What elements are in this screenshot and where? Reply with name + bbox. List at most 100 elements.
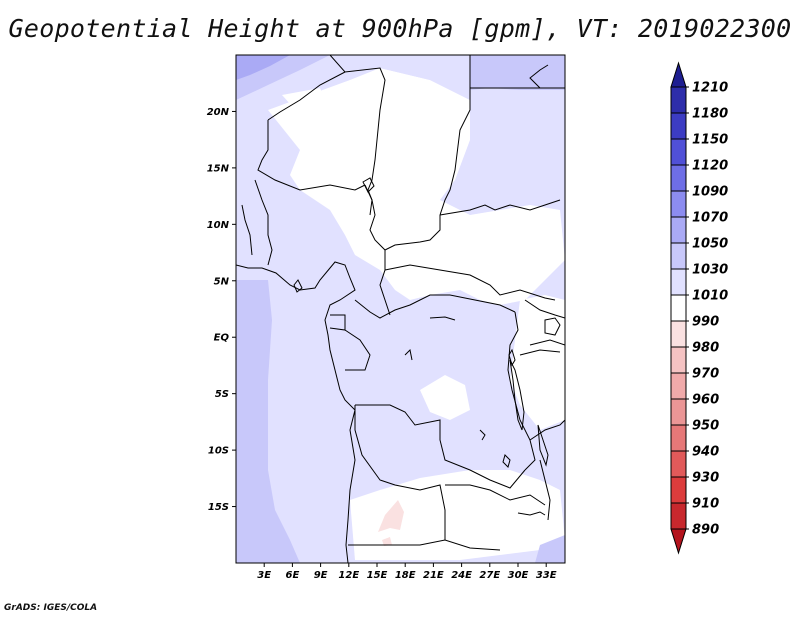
x-tick-label-9: 30E: [508, 570, 529, 581]
colorbar-label-13: 950: [692, 419, 719, 434]
colorbar-segment-7: [670, 268, 687, 296]
lake-congo-2: [404, 348, 413, 361]
y-tick-label-0: 20N: [207, 107, 230, 118]
lake-kivu: [508, 348, 516, 367]
colorbar: 1210 1180 1150 1120 1090 1070 1050 1030 1010 990 9…: [670, 61, 728, 555]
x-tick-label-2: 9E: [314, 570, 328, 581]
x-tick-label-0: 3E: [257, 570, 271, 581]
lakes: [293, 177, 561, 516]
credit: GrADS: IGES/COLA: [4, 603, 98, 613]
colorbar-label-7: 1030: [692, 263, 728, 278]
colorbar-top-arrow: [670, 61, 687, 88]
colorbar-label-1: 1180: [692, 107, 728, 122]
x-tick-label-7: 24E: [451, 570, 472, 581]
border-sahara-3: [267, 71, 346, 121]
map-fill: [236, 55, 565, 563]
field-white-east: [510, 295, 565, 430]
border-tanzania: [529, 419, 565, 441]
colorbar-segment-12: [670, 398, 687, 426]
colorbar-segment-11: [670, 372, 687, 400]
colorbar-label-11: 970: [692, 367, 719, 382]
colorbar-label-12: 960: [692, 393, 719, 408]
border-gabon: [329, 314, 346, 331]
field-white-center: [420, 375, 470, 420]
plot-frame: [235, 54, 566, 564]
colorbar-segment-14: [670, 450, 687, 478]
border-angola: [354, 405, 446, 540]
border-west-small: [254, 179, 273, 266]
colorbar-segment-5: [670, 216, 687, 244]
y-tick-label-5: 5S: [215, 389, 229, 400]
colorbar-label-3: 1120: [692, 159, 728, 174]
colorbar-segment-9: [670, 320, 687, 348]
colorbar-segment-10: [670, 346, 687, 374]
x-tick-label-1: 6E: [286, 570, 300, 581]
colorbar-label-8: 1010: [692, 289, 728, 304]
colorbar-label-10: 980: [692, 341, 719, 356]
field-atlantic: [236, 280, 300, 563]
lake-kariba: [517, 511, 546, 516]
colorbar-segment-6: [670, 242, 687, 270]
field-se-corner: [535, 535, 565, 563]
colorbar-segment-1: [670, 112, 687, 140]
border-drc-north: [354, 294, 516, 319]
colorbar-segment-2: [670, 138, 687, 166]
border-zambia: [445, 484, 546, 506]
border-drc-east: [507, 311, 536, 471]
border-chad: [384, 215, 441, 251]
lake-1: [479, 429, 486, 441]
y-tick-label-2: 10N: [207, 220, 230, 231]
border-car: [384, 264, 556, 301]
y-tick-label-6: 10S: [208, 446, 229, 457]
colorbar-bottom-arrow: [670, 528, 687, 555]
colorbar-label-0: 1210: [692, 81, 728, 96]
colorbar-label-16: 910: [692, 497, 719, 512]
lake-chad: [362, 177, 375, 193]
lake-volta: [293, 279, 303, 293]
border-congo: [344, 329, 371, 371]
chart-title: Geopotential Height at 900hPa [gpm], VT:…: [8, 14, 792, 43]
border-malawi: [539, 459, 551, 521]
y-axis: 20N 15N 10N 5N EQ 5S 10S 15S: [207, 107, 236, 513]
x-tick-label-3: 12E: [338, 570, 359, 581]
x-tick-label-6: 21E: [423, 570, 444, 581]
border-west-small-2: [241, 204, 253, 256]
lake-victoria: [544, 317, 561, 336]
colorbar-segment-15: [670, 476, 687, 504]
colorbar-label-5: 1070: [692, 211, 728, 226]
field-ne-corner: [470, 55, 565, 90]
lake-congo-1: [429, 316, 456, 321]
x-tick-label-4: 15E: [367, 570, 388, 581]
colorbar-segment-8: [670, 294, 687, 322]
field-blue-sahara: [380, 60, 470, 100]
border-drc-south: [355, 404, 526, 489]
border-sudan: [439, 199, 561, 216]
y-tick-label-4: EQ: [214, 333, 230, 344]
field-white-upper: [282, 88, 330, 115]
border-sahara-2: [439, 55, 471, 216]
colorbar-label-15: 930: [692, 471, 719, 486]
field-white-north: [268, 68, 565, 305]
field-pink-patch: [378, 500, 404, 532]
colorbar-label-6: 1050: [692, 237, 728, 252]
y-tick-label-7: 15S: [208, 502, 229, 513]
field-pink-patch-small: [382, 537, 392, 546]
y-tick-label-1: 15N: [207, 163, 230, 174]
colorbar-segment-4: [670, 190, 687, 218]
border-mali: [257, 120, 366, 191]
border-east-2: [529, 339, 565, 346]
lake-malawi: [537, 424, 549, 467]
colorbar-label-14: 940: [692, 445, 719, 460]
lake-tanganyika: [509, 359, 525, 431]
x-axis: 3E 6E 9E 12E 15E 18E 21E 24E 27E 30E 33E: [257, 563, 557, 581]
country-borders: [236, 55, 565, 563]
border-east-1: [524, 299, 565, 319]
border-namibia: [348, 539, 501, 551]
colorbar-segment-3: [670, 164, 687, 192]
border-niger: [364, 184, 391, 316]
border-uganda: [519, 349, 561, 356]
x-tick-label-8: 27E: [479, 570, 500, 581]
x-tick-label-10: 33E: [536, 570, 557, 581]
colorbar-label-4: 1090: [692, 185, 728, 200]
